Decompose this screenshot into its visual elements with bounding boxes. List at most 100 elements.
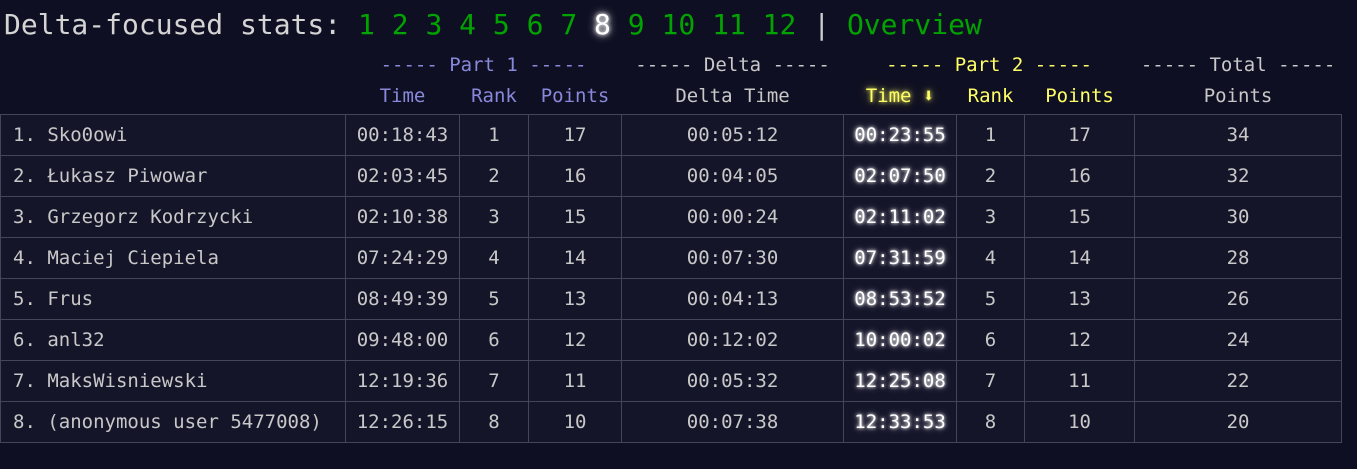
day-link-7[interactable]: 7 xyxy=(560,8,578,41)
table-row: 1. Sko0owi 00:18:43 1 17 00:05:12 00:23:… xyxy=(0,113,1343,156)
group-header-part1: ----- Part 1 ----- xyxy=(380,54,587,76)
part1-points-cell: 11 xyxy=(527,359,623,402)
delta-time-cell: 00:04:13 xyxy=(621,277,845,320)
delta-time-cell: 00:04:05 xyxy=(621,154,845,197)
header-separator: | xyxy=(813,8,831,41)
player-name-cell: 7. MaksWisniewski xyxy=(0,359,346,402)
day-link-6[interactable]: 6 xyxy=(526,8,544,41)
table-row: 4. Maciej Ciepiela 07:24:29 4 14 00:07:3… xyxy=(0,236,1343,279)
part2-points-cell: 10 xyxy=(1024,400,1136,443)
total-points-cell: 24 xyxy=(1134,318,1343,361)
part2-time-cell: 08:53:52 xyxy=(843,277,958,320)
page-title: Delta-focused stats: xyxy=(4,8,342,41)
part2-time-cell: 12:25:08 xyxy=(843,359,958,402)
part1-rank-cell: 5 xyxy=(459,277,529,320)
day-link-11[interactable]: 11 xyxy=(712,8,746,41)
sort-indicator-part2-time[interactable]: Time ⬇ xyxy=(865,84,935,107)
column-header-part1-rank[interactable]: Rank xyxy=(471,84,517,107)
day-link-1[interactable]: 1 xyxy=(358,8,375,41)
delta-time-cell: 00:07:30 xyxy=(621,236,845,279)
part1-rank-cell: 2 xyxy=(459,154,529,197)
group-header-delta: ----- Delta ----- xyxy=(635,54,830,76)
part2-points-cell: 12 xyxy=(1024,318,1136,361)
table-row: 6. anl32 09:48:00 6 12 00:12:02 10:00:02… xyxy=(0,318,1343,361)
part1-time-cell: 09:48:00 xyxy=(345,318,460,361)
part1-points-cell: 15 xyxy=(527,195,623,238)
day-link-12[interactable]: 12 xyxy=(762,8,797,41)
part1-points-cell: 16 xyxy=(527,154,623,197)
total-points-cell: 30 xyxy=(1134,195,1343,238)
part1-rank-cell: 6 xyxy=(459,318,529,361)
part1-rank-cell: 7 xyxy=(459,359,529,402)
stats-table: ----- Part 1 ----- ----- Delta ----- ---… xyxy=(0,48,1343,443)
part1-time-cell: 02:10:38 xyxy=(345,195,460,238)
part2-time-cell: 10:00:02 xyxy=(843,318,958,361)
group-header-part2: ----- Part 2 ----- xyxy=(886,54,1092,76)
table-row: 8. (anonymous user 5477008) 12:26:15 8 1… xyxy=(0,400,1343,443)
delta-time-cell: 00:00:24 xyxy=(621,195,845,238)
overview-link[interactable]: Overview xyxy=(846,8,982,41)
part2-rank-cell: 8 xyxy=(956,400,1026,443)
group-header-row: ----- Part 1 ----- ----- Delta ----- ---… xyxy=(1,48,1342,80)
part2-rank-cell: 2 xyxy=(956,154,1026,197)
part1-points-cell: 14 xyxy=(527,236,623,279)
part2-rank-cell: 5 xyxy=(956,277,1026,320)
table-row: 2. Łukasz Piwowar 02:03:45 2 16 00:04:05… xyxy=(0,154,1343,197)
player-name-cell: 4. Maciej Ciepiela xyxy=(0,236,346,279)
group-header-total: ----- Total ----- xyxy=(1140,54,1336,76)
part2-rank-cell: 1 xyxy=(956,113,1026,156)
column-header-total-points[interactable]: Points xyxy=(1203,84,1273,107)
column-header-part2-points[interactable]: Points xyxy=(1045,84,1114,107)
column-header-part2-time-sort[interactable]: Time ⬇ xyxy=(844,80,957,114)
part2-points-cell: 17 xyxy=(1024,113,1136,156)
part2-rank-cell: 6 xyxy=(956,318,1026,361)
part1-points-cell: 10 xyxy=(527,400,623,443)
day-link-4[interactable]: 4 xyxy=(459,8,477,41)
day-link-8[interactable]: 8 xyxy=(594,8,611,41)
delta-time-cell: 00:05:32 xyxy=(621,359,845,402)
total-points-cell: 26 xyxy=(1134,277,1343,320)
player-name-cell: 5. Frus xyxy=(0,277,346,320)
part2-time-cell: 02:07:50 xyxy=(843,154,958,197)
column-header-delta-time[interactable]: Delta Time xyxy=(675,84,790,107)
part1-time-cell: 02:03:45 xyxy=(345,154,460,197)
delta-time-cell: 00:12:02 xyxy=(621,318,845,361)
player-name-cell: 8. (anonymous user 5477008) xyxy=(0,400,346,443)
table-row: 5. Frus 08:49:39 5 13 00:04:13 08:53:52 … xyxy=(0,277,1343,320)
part1-time-cell: 00:18:43 xyxy=(345,113,460,156)
header-bar: Delta-focused stats: 1 2 3 4 5 6 7 8 9 1… xyxy=(0,0,1357,42)
day-link-10[interactable]: 10 xyxy=(661,8,696,41)
part1-points-cell: 13 xyxy=(527,277,623,320)
part1-rank-cell: 4 xyxy=(459,236,529,279)
column-header-part2-rank[interactable]: Rank xyxy=(967,84,1014,107)
part1-time-cell: 07:24:29 xyxy=(345,236,460,279)
total-points-cell: 32 xyxy=(1134,154,1343,197)
delta-time-cell: 00:05:12 xyxy=(621,113,845,156)
part1-points-cell: 12 xyxy=(527,318,623,361)
part2-time-cell: 12:33:53 xyxy=(843,400,958,443)
day-link-2[interactable]: 2 xyxy=(391,8,409,41)
part1-rank-cell: 1 xyxy=(459,113,529,156)
part1-time-cell: 08:49:39 xyxy=(345,277,460,320)
day-nav: 1 2 3 4 5 6 7 8 9 10 11 12 xyxy=(358,8,796,41)
part2-rank-cell: 3 xyxy=(956,195,1026,238)
part2-time-cell: 07:31:59 xyxy=(843,236,958,279)
day-link-9[interactable]: 9 xyxy=(627,8,645,41)
player-name-cell: 1. Sko0owi xyxy=(0,113,346,156)
part1-time-cell: 12:19:36 xyxy=(345,359,460,402)
total-points-cell: 20 xyxy=(1134,400,1343,443)
total-points-cell: 22 xyxy=(1134,359,1343,402)
part2-time-cell: 02:11:02 xyxy=(843,195,958,238)
part1-points-cell: 17 xyxy=(527,113,623,156)
total-points-cell: 28 xyxy=(1134,236,1343,279)
column-header-part1-time[interactable]: Time xyxy=(379,84,426,107)
part2-time-cell: 00:23:55 xyxy=(843,113,958,156)
player-name-cell: 3. Grzegorz Kodrzycki xyxy=(0,195,346,238)
day-link-3[interactable]: 3 xyxy=(425,8,443,41)
column-header-spacer xyxy=(1,80,346,114)
column-header-part1-points[interactable]: Points xyxy=(540,84,610,107)
table-row: 7. MaksWisniewski 12:19:36 7 11 00:05:32… xyxy=(0,359,1343,402)
part1-rank-cell: 8 xyxy=(459,400,529,443)
part2-rank-cell: 4 xyxy=(956,236,1026,279)
day-link-5[interactable]: 5 xyxy=(492,8,510,41)
